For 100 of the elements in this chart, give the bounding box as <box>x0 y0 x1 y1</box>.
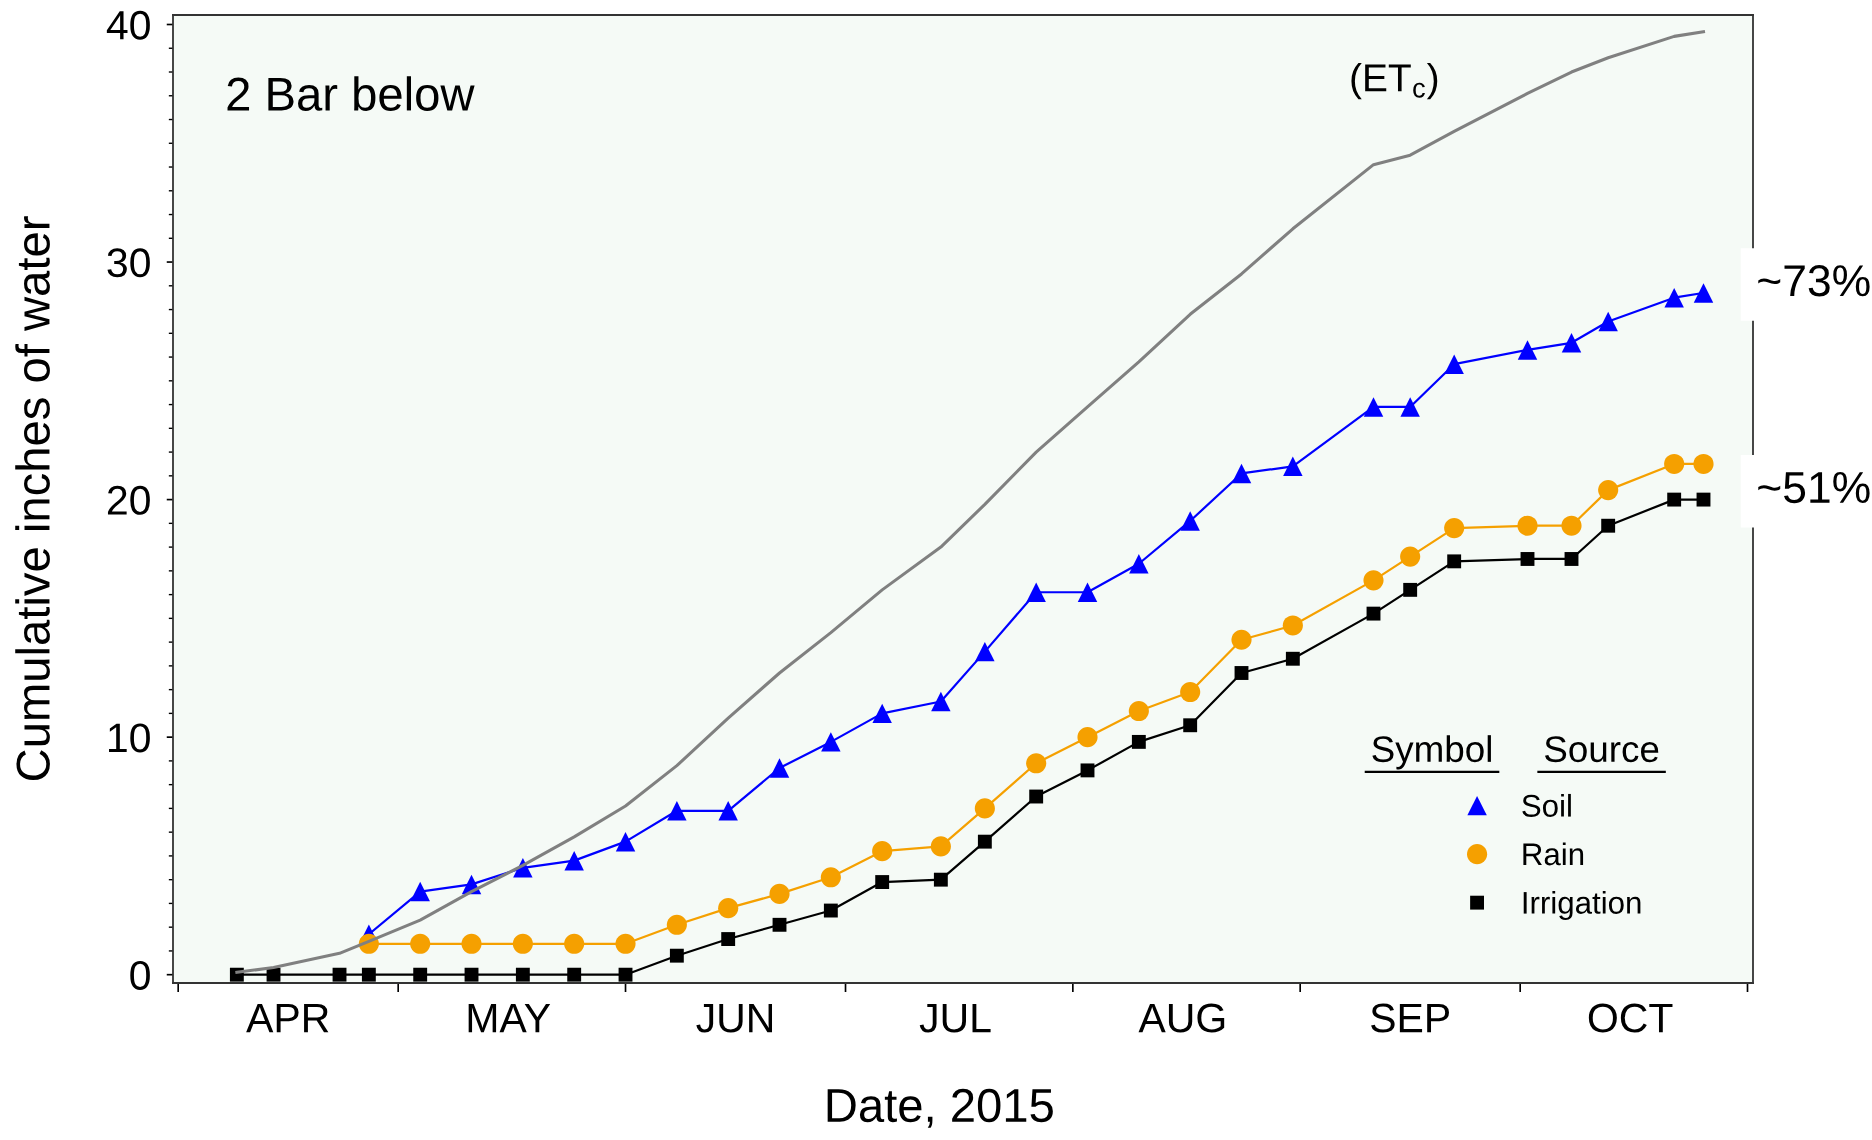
point <box>1520 552 1535 566</box>
legend-label: Soil <box>1522 793 1571 817</box>
point <box>361 967 376 982</box>
point <box>1234 666 1249 680</box>
point <box>721 932 736 946</box>
x-axis-title: Date, 2015 <box>827 1088 1053 1128</box>
y-tick-label: 30 <box>107 248 150 278</box>
point <box>332 967 347 982</box>
x-tick-label: OCT <box>1588 1003 1673 1033</box>
point <box>1598 311 1618 332</box>
point <box>1285 651 1300 666</box>
point <box>1598 480 1619 501</box>
point <box>1561 333 1582 353</box>
point <box>718 898 739 919</box>
point <box>1366 606 1381 621</box>
point <box>821 732 841 752</box>
annotation: ~51% <box>1758 471 1870 504</box>
point <box>769 883 790 904</box>
annotation: ~73% <box>1758 265 1870 297</box>
point <box>820 867 841 888</box>
x-tick-label: AUG <box>1138 1003 1225 1033</box>
point <box>515 967 530 982</box>
point <box>1026 753 1047 774</box>
x-tick-label: SEP <box>1371 1003 1449 1033</box>
point <box>1180 511 1200 531</box>
point <box>931 691 951 712</box>
point <box>464 967 479 982</box>
point <box>974 798 995 819</box>
annotation: 2 Bar below <box>227 76 475 111</box>
point <box>1664 453 1685 475</box>
point <box>1400 397 1420 417</box>
point <box>666 914 687 935</box>
point <box>1693 453 1714 475</box>
point <box>410 933 431 954</box>
point <box>1444 518 1465 539</box>
point <box>930 836 951 857</box>
point <box>772 917 787 932</box>
point <box>564 850 584 871</box>
point <box>615 933 636 954</box>
point <box>1696 492 1711 507</box>
point <box>823 903 838 918</box>
point <box>875 875 890 889</box>
point <box>1029 789 1044 804</box>
y-tick-label: 10 <box>109 723 150 753</box>
point <box>413 967 428 982</box>
y-axis-title: Cumulative inches of water <box>15 216 50 781</box>
legend-label: Irrigation <box>1523 890 1641 921</box>
point <box>933 872 948 887</box>
point <box>977 834 992 849</box>
point <box>1131 734 1146 749</box>
point <box>1561 515 1582 536</box>
point <box>1231 463 1252 484</box>
y-tick-label: 20 <box>107 485 150 515</box>
point <box>1128 700 1149 722</box>
x-tick-label: APR <box>246 1003 329 1033</box>
y-tick-label: 0 <box>130 960 150 990</box>
point <box>1447 554 1462 569</box>
point <box>1564 552 1579 566</box>
point <box>667 801 687 821</box>
legend-label: Rain <box>1523 842 1584 866</box>
series-label: (ET$_{c}$) <box>1351 63 1438 100</box>
x-tick-label: MAY <box>468 1003 551 1033</box>
point <box>718 801 738 821</box>
point <box>1129 554 1149 574</box>
point <box>512 933 533 954</box>
point <box>1664 287 1684 308</box>
point <box>1283 456 1303 477</box>
point <box>1180 681 1201 703</box>
point <box>567 967 582 982</box>
point <box>975 641 995 662</box>
point <box>872 703 892 724</box>
point <box>1667 492 1682 507</box>
point <box>615 831 636 852</box>
point <box>1693 283 1714 303</box>
point <box>1363 570 1384 591</box>
x-tick-label: JUL <box>919 1003 991 1033</box>
point <box>1444 354 1464 374</box>
point <box>1026 582 1046 602</box>
point <box>1282 615 1303 636</box>
y-tick-label: 40 <box>106 10 150 40</box>
point <box>461 933 482 954</box>
point <box>1080 763 1095 778</box>
point <box>1517 515 1538 536</box>
point <box>872 841 893 862</box>
point <box>1363 397 1384 417</box>
point <box>1400 546 1421 567</box>
point <box>1231 629 1252 650</box>
point <box>1077 727 1098 748</box>
point <box>1403 582 1418 597</box>
point <box>1183 718 1198 733</box>
point <box>410 881 430 902</box>
point <box>564 933 585 954</box>
point <box>769 758 790 778</box>
x-tick-label: JUN <box>696 1003 773 1033</box>
text: Symbol Source <box>1372 735 1659 770</box>
point <box>1601 518 1616 533</box>
point <box>618 967 633 982</box>
point <box>1517 340 1538 360</box>
point <box>1077 582 1098 602</box>
point <box>669 948 684 963</box>
